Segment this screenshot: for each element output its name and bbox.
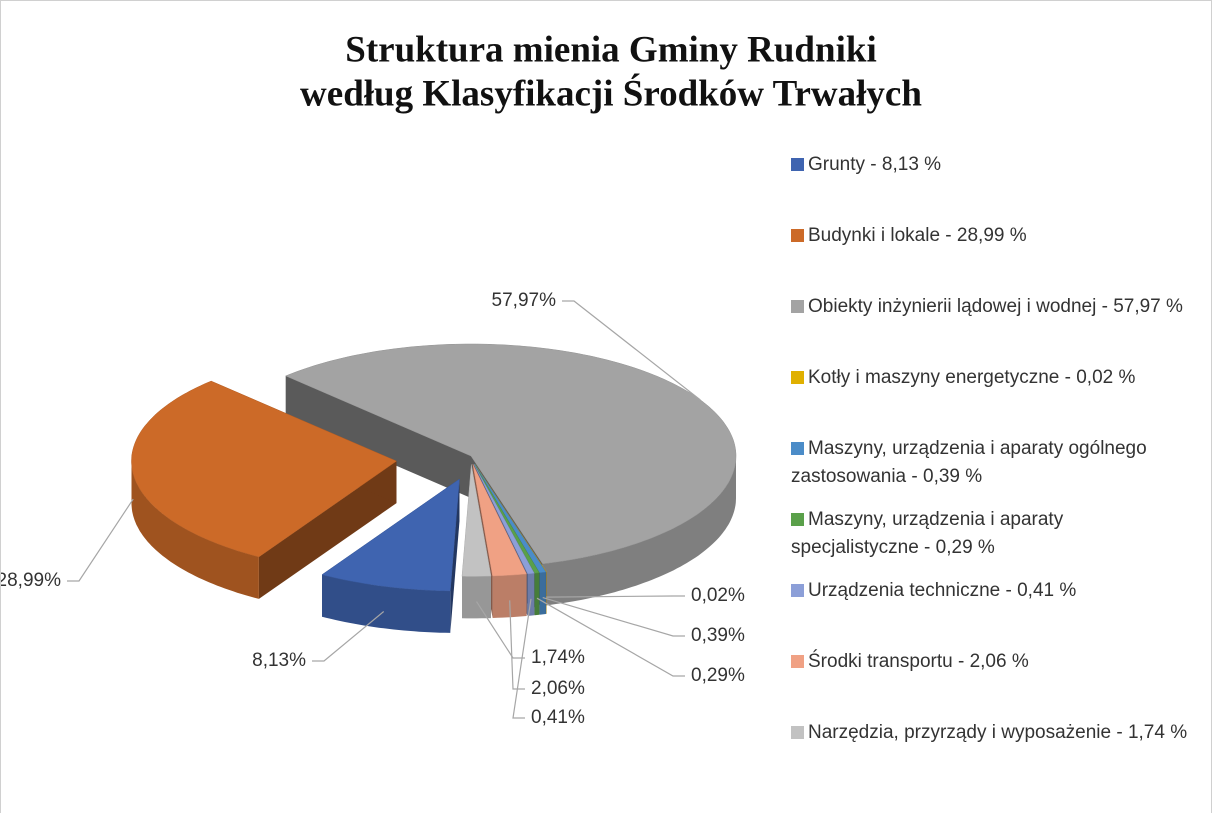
legend-swatch (791, 371, 804, 384)
slice-side (492, 574, 527, 618)
leader-line (512, 598, 532, 719)
legend-swatch (791, 300, 804, 313)
legend-label: Maszyny, urządzenia i aparaty ogólnego z… (791, 438, 1147, 487)
data-label: 1,74% (531, 647, 585, 668)
legend-label: Maszyny, urządzenia i aparaty specjalist… (791, 509, 1064, 558)
legend-item: Narzędzia, przyrządy i wyposażenie - 1,7… (791, 719, 1191, 747)
legend-label: Urządzenia techniczne - 0,41 % (808, 580, 1077, 601)
slice-side (527, 573, 535, 616)
slice-side (539, 572, 546, 615)
legend-label: Środki transportu - 2,06 % (808, 651, 1029, 672)
slice-side (534, 572, 540, 616)
legend-swatch (791, 158, 804, 171)
legend-item: Obiekty inżynierii lądowej i wodnej - 57… (791, 293, 1191, 321)
slice-wall (258, 461, 397, 599)
leader-line (542, 597, 685, 637)
slice (285, 343, 737, 565)
legend-swatch (791, 442, 804, 455)
slice-side (462, 576, 491, 619)
legend-item: Środki transportu - 2,06 % (791, 648, 1191, 676)
legend-swatch (791, 726, 804, 739)
legend-swatch (791, 513, 804, 526)
data-label: 57,97% (492, 290, 557, 311)
slice (474, 464, 540, 574)
data-label: 2,06% (531, 678, 585, 699)
legend-label: Grunty - 8,13 % (808, 154, 942, 175)
leader-line (546, 595, 685, 598)
leader-line (475, 601, 525, 659)
legend-swatch (791, 584, 804, 597)
legend-label: Kotły i maszyny energetyczne - 0,02 % (808, 367, 1136, 388)
slice (474, 463, 547, 573)
chart-title: Struktura mienia Gminy Rudniki (345, 29, 876, 70)
slice-side (131, 462, 259, 599)
legend-item: Maszyny, urządzenia i aparaty ogólnego z… (791, 435, 1191, 491)
data-label: 0,41% (531, 707, 585, 728)
data-label: 0,39% (691, 625, 745, 646)
legend-item: Urządzenia techniczne - 0,41 % (791, 577, 1191, 605)
legend-swatch (791, 229, 804, 242)
leader-line (312, 611, 385, 662)
leader-line (536, 597, 685, 677)
legend-item: Budynki i lokale - 28,99 % (791, 222, 1191, 250)
data-label: 0,29% (691, 665, 745, 686)
legend-swatch (791, 655, 804, 668)
leader-line (562, 300, 701, 401)
leader-line (509, 600, 525, 690)
slice (472, 464, 527, 577)
data-label: 0,02% (691, 585, 745, 606)
slice (473, 464, 535, 575)
legend-label: Obiekty inżynierii lądowej i wodnej - 57… (808, 296, 1183, 317)
slice (131, 380, 398, 558)
legend-label: Narzędzia, przyrządy i wyposażenie - 1,7… (808, 722, 1188, 743)
legend-item: Maszyny, urządzenia i aparaty specjalist… (791, 506, 1191, 562)
slice (461, 464, 492, 577)
data-label: 28,99% (1, 570, 61, 591)
data-label: 8,13% (252, 650, 306, 671)
slice-wall (285, 375, 471, 498)
slice-side (542, 456, 736, 606)
chart-title: według Klasyfikacji Środków Trwałych (300, 72, 922, 114)
legend-item: Grunty - 8,13 % (791, 151, 1191, 179)
legend-label: Budynki i lokale - 28,99 % (808, 225, 1027, 246)
slice-side (322, 574, 451, 633)
leader-line (67, 498, 134, 582)
slice (321, 478, 460, 592)
legend-item: Kotły i maszyny energetyczne - 0,02 % (791, 364, 1191, 392)
